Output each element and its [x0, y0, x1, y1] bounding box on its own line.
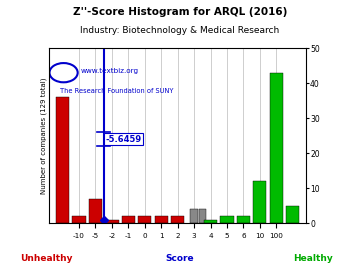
Bar — [220, 216, 234, 223]
Bar — [270, 73, 283, 223]
Y-axis label: Number of companies (129 total): Number of companies (129 total) — [40, 77, 47, 194]
Text: Healthy: Healthy — [293, 254, 333, 263]
Text: www.textbiz.org: www.textbiz.org — [80, 68, 138, 74]
Bar — [199, 209, 206, 223]
Bar — [105, 220, 118, 223]
Bar — [122, 216, 135, 223]
Bar — [237, 216, 250, 223]
Text: Score: Score — [166, 254, 194, 263]
Bar — [253, 181, 266, 223]
Bar — [286, 205, 299, 223]
Bar — [56, 97, 69, 223]
Bar — [155, 216, 168, 223]
Bar — [138, 216, 152, 223]
Bar — [89, 199, 102, 223]
Text: Z''-Score Histogram for ARQL (2016): Z''-Score Histogram for ARQL (2016) — [73, 7, 287, 17]
Text: Industry: Biotechnology & Medical Research: Industry: Biotechnology & Medical Resear… — [80, 26, 280, 35]
Text: Unhealthy: Unhealthy — [21, 254, 73, 263]
Bar — [72, 216, 86, 223]
Text: The Research Foundation of SUNY: The Research Foundation of SUNY — [60, 88, 173, 94]
Bar — [204, 220, 217, 223]
Bar — [190, 209, 198, 223]
Bar — [171, 216, 184, 223]
Text: -5.6459: -5.6459 — [105, 135, 141, 144]
